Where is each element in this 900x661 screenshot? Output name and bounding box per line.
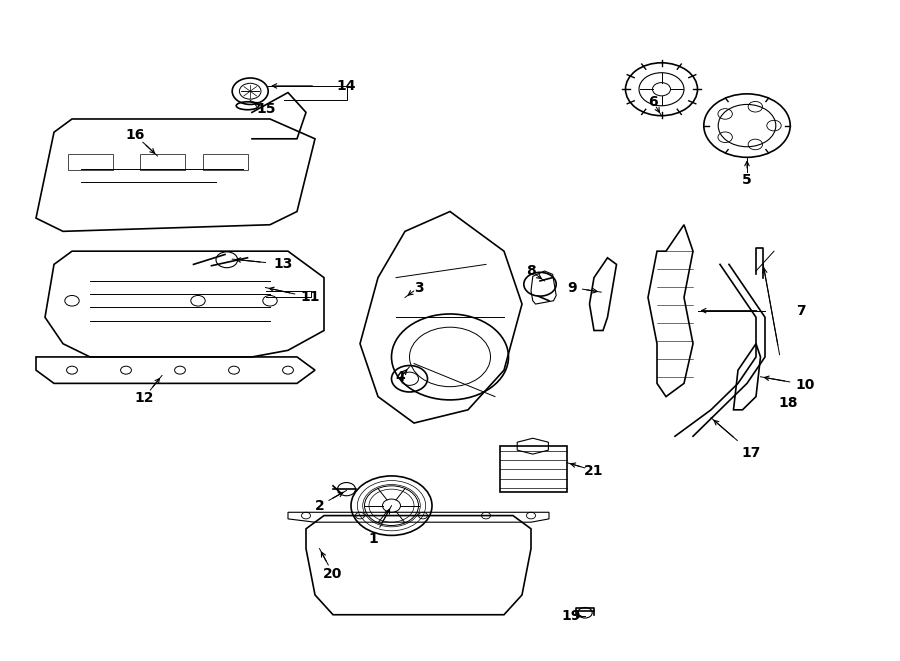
Text: 9: 9 xyxy=(568,280,577,295)
Text: 11: 11 xyxy=(301,290,320,305)
Text: 5: 5 xyxy=(742,173,752,187)
Text: 12: 12 xyxy=(134,391,154,405)
Text: 3: 3 xyxy=(414,280,423,295)
Text: 8: 8 xyxy=(526,264,536,278)
Text: 4: 4 xyxy=(396,369,405,384)
Text: 21: 21 xyxy=(584,463,604,478)
Bar xyxy=(202,154,248,170)
Bar xyxy=(140,154,184,170)
Text: 7: 7 xyxy=(796,303,806,318)
Text: 2: 2 xyxy=(315,498,324,513)
Text: 15: 15 xyxy=(256,102,276,116)
Text: 20: 20 xyxy=(323,566,343,581)
Text: 18: 18 xyxy=(778,396,798,410)
Bar xyxy=(500,446,567,492)
Text: 16: 16 xyxy=(125,128,145,142)
Text: 13: 13 xyxy=(274,257,293,272)
Text: 17: 17 xyxy=(742,446,761,460)
Text: 14: 14 xyxy=(337,79,356,93)
Bar xyxy=(68,154,112,170)
Text: 19: 19 xyxy=(562,609,581,623)
Text: 10: 10 xyxy=(796,377,815,392)
Text: 6: 6 xyxy=(649,95,658,110)
Text: 1: 1 xyxy=(369,531,378,546)
